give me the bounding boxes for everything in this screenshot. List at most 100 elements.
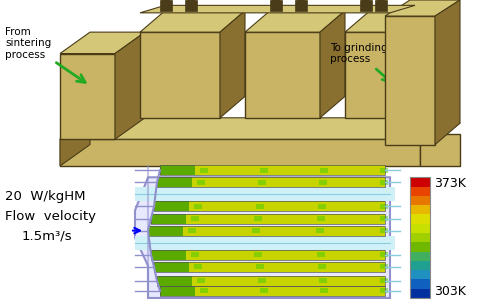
Bar: [380, 252, 388, 257]
Polygon shape: [60, 32, 145, 54]
Bar: [194, 204, 202, 209]
Bar: [380, 228, 388, 233]
Bar: [410, 224, 430, 233]
Bar: [410, 177, 430, 298]
Bar: [380, 216, 388, 221]
Bar: [154, 201, 385, 211]
Bar: [260, 168, 268, 173]
Bar: [410, 205, 430, 215]
Polygon shape: [320, 11, 345, 118]
Bar: [380, 288, 388, 293]
Bar: [320, 168, 328, 173]
Text: 373K: 373K: [434, 177, 466, 190]
Bar: [410, 242, 430, 252]
Bar: [319, 278, 327, 283]
Bar: [151, 214, 385, 224]
Bar: [200, 288, 208, 293]
Polygon shape: [375, 0, 387, 11]
Polygon shape: [135, 177, 390, 298]
Bar: [317, 252, 325, 257]
Text: To grinding
process: To grinding process: [330, 43, 391, 82]
Polygon shape: [270, 0, 282, 11]
Polygon shape: [345, 11, 415, 32]
Bar: [320, 288, 328, 293]
Bar: [194, 264, 202, 269]
Bar: [154, 262, 385, 272]
Bar: [154, 201, 189, 211]
Bar: [380, 168, 388, 173]
Polygon shape: [140, 32, 220, 118]
Polygon shape: [60, 118, 450, 139]
Bar: [410, 279, 430, 289]
Bar: [319, 180, 327, 185]
Polygon shape: [345, 32, 390, 118]
Bar: [200, 168, 208, 173]
Bar: [191, 216, 199, 221]
Polygon shape: [377, 0, 385, 6]
Text: 303K: 303K: [434, 285, 466, 298]
Bar: [197, 278, 205, 283]
Bar: [410, 215, 430, 224]
Bar: [410, 261, 430, 270]
Bar: [157, 276, 192, 286]
Bar: [151, 250, 385, 260]
Text: 1.5m³/s: 1.5m³/s: [22, 230, 72, 243]
Bar: [410, 289, 430, 298]
Text: 20  W/kgHM: 20 W/kgHM: [5, 190, 85, 203]
Polygon shape: [420, 118, 460, 139]
Bar: [254, 252, 262, 257]
Polygon shape: [160, 0, 172, 11]
Bar: [318, 204, 326, 209]
Bar: [254, 216, 262, 221]
Polygon shape: [385, 0, 460, 16]
Bar: [197, 180, 205, 185]
Polygon shape: [60, 139, 420, 166]
Polygon shape: [60, 54, 115, 139]
Bar: [160, 165, 195, 175]
Bar: [260, 288, 268, 293]
Bar: [380, 278, 388, 283]
Bar: [154, 262, 189, 272]
Text: Flow  velocity: Flow velocity: [5, 211, 96, 223]
Polygon shape: [362, 0, 370, 6]
Bar: [410, 270, 430, 279]
Polygon shape: [140, 11, 245, 32]
Bar: [256, 204, 264, 209]
Polygon shape: [385, 16, 435, 144]
Polygon shape: [245, 32, 320, 118]
Bar: [135, 187, 395, 201]
Polygon shape: [360, 0, 372, 11]
Bar: [186, 214, 385, 224]
Bar: [160, 286, 195, 296]
Bar: [191, 252, 199, 257]
Bar: [135, 236, 395, 250]
Bar: [195, 286, 385, 296]
Bar: [252, 228, 260, 233]
Polygon shape: [435, 0, 460, 144]
Polygon shape: [187, 0, 195, 6]
Text: From
sintering
process: From sintering process: [5, 27, 85, 82]
Bar: [318, 264, 326, 269]
Bar: [192, 276, 385, 286]
Polygon shape: [245, 11, 345, 32]
Bar: [157, 276, 385, 286]
Bar: [157, 177, 192, 187]
Bar: [186, 250, 385, 260]
Bar: [410, 177, 430, 187]
Polygon shape: [390, 11, 415, 118]
Polygon shape: [185, 0, 197, 11]
Bar: [258, 180, 266, 185]
Bar: [316, 228, 324, 233]
Polygon shape: [140, 6, 415, 13]
Polygon shape: [60, 118, 90, 166]
Bar: [258, 278, 266, 283]
Bar: [410, 196, 430, 205]
Polygon shape: [115, 32, 145, 139]
Bar: [410, 187, 430, 196]
Bar: [195, 165, 385, 175]
Bar: [317, 216, 325, 221]
Bar: [151, 250, 186, 260]
Bar: [157, 177, 385, 187]
Bar: [148, 226, 385, 236]
Bar: [256, 264, 264, 269]
